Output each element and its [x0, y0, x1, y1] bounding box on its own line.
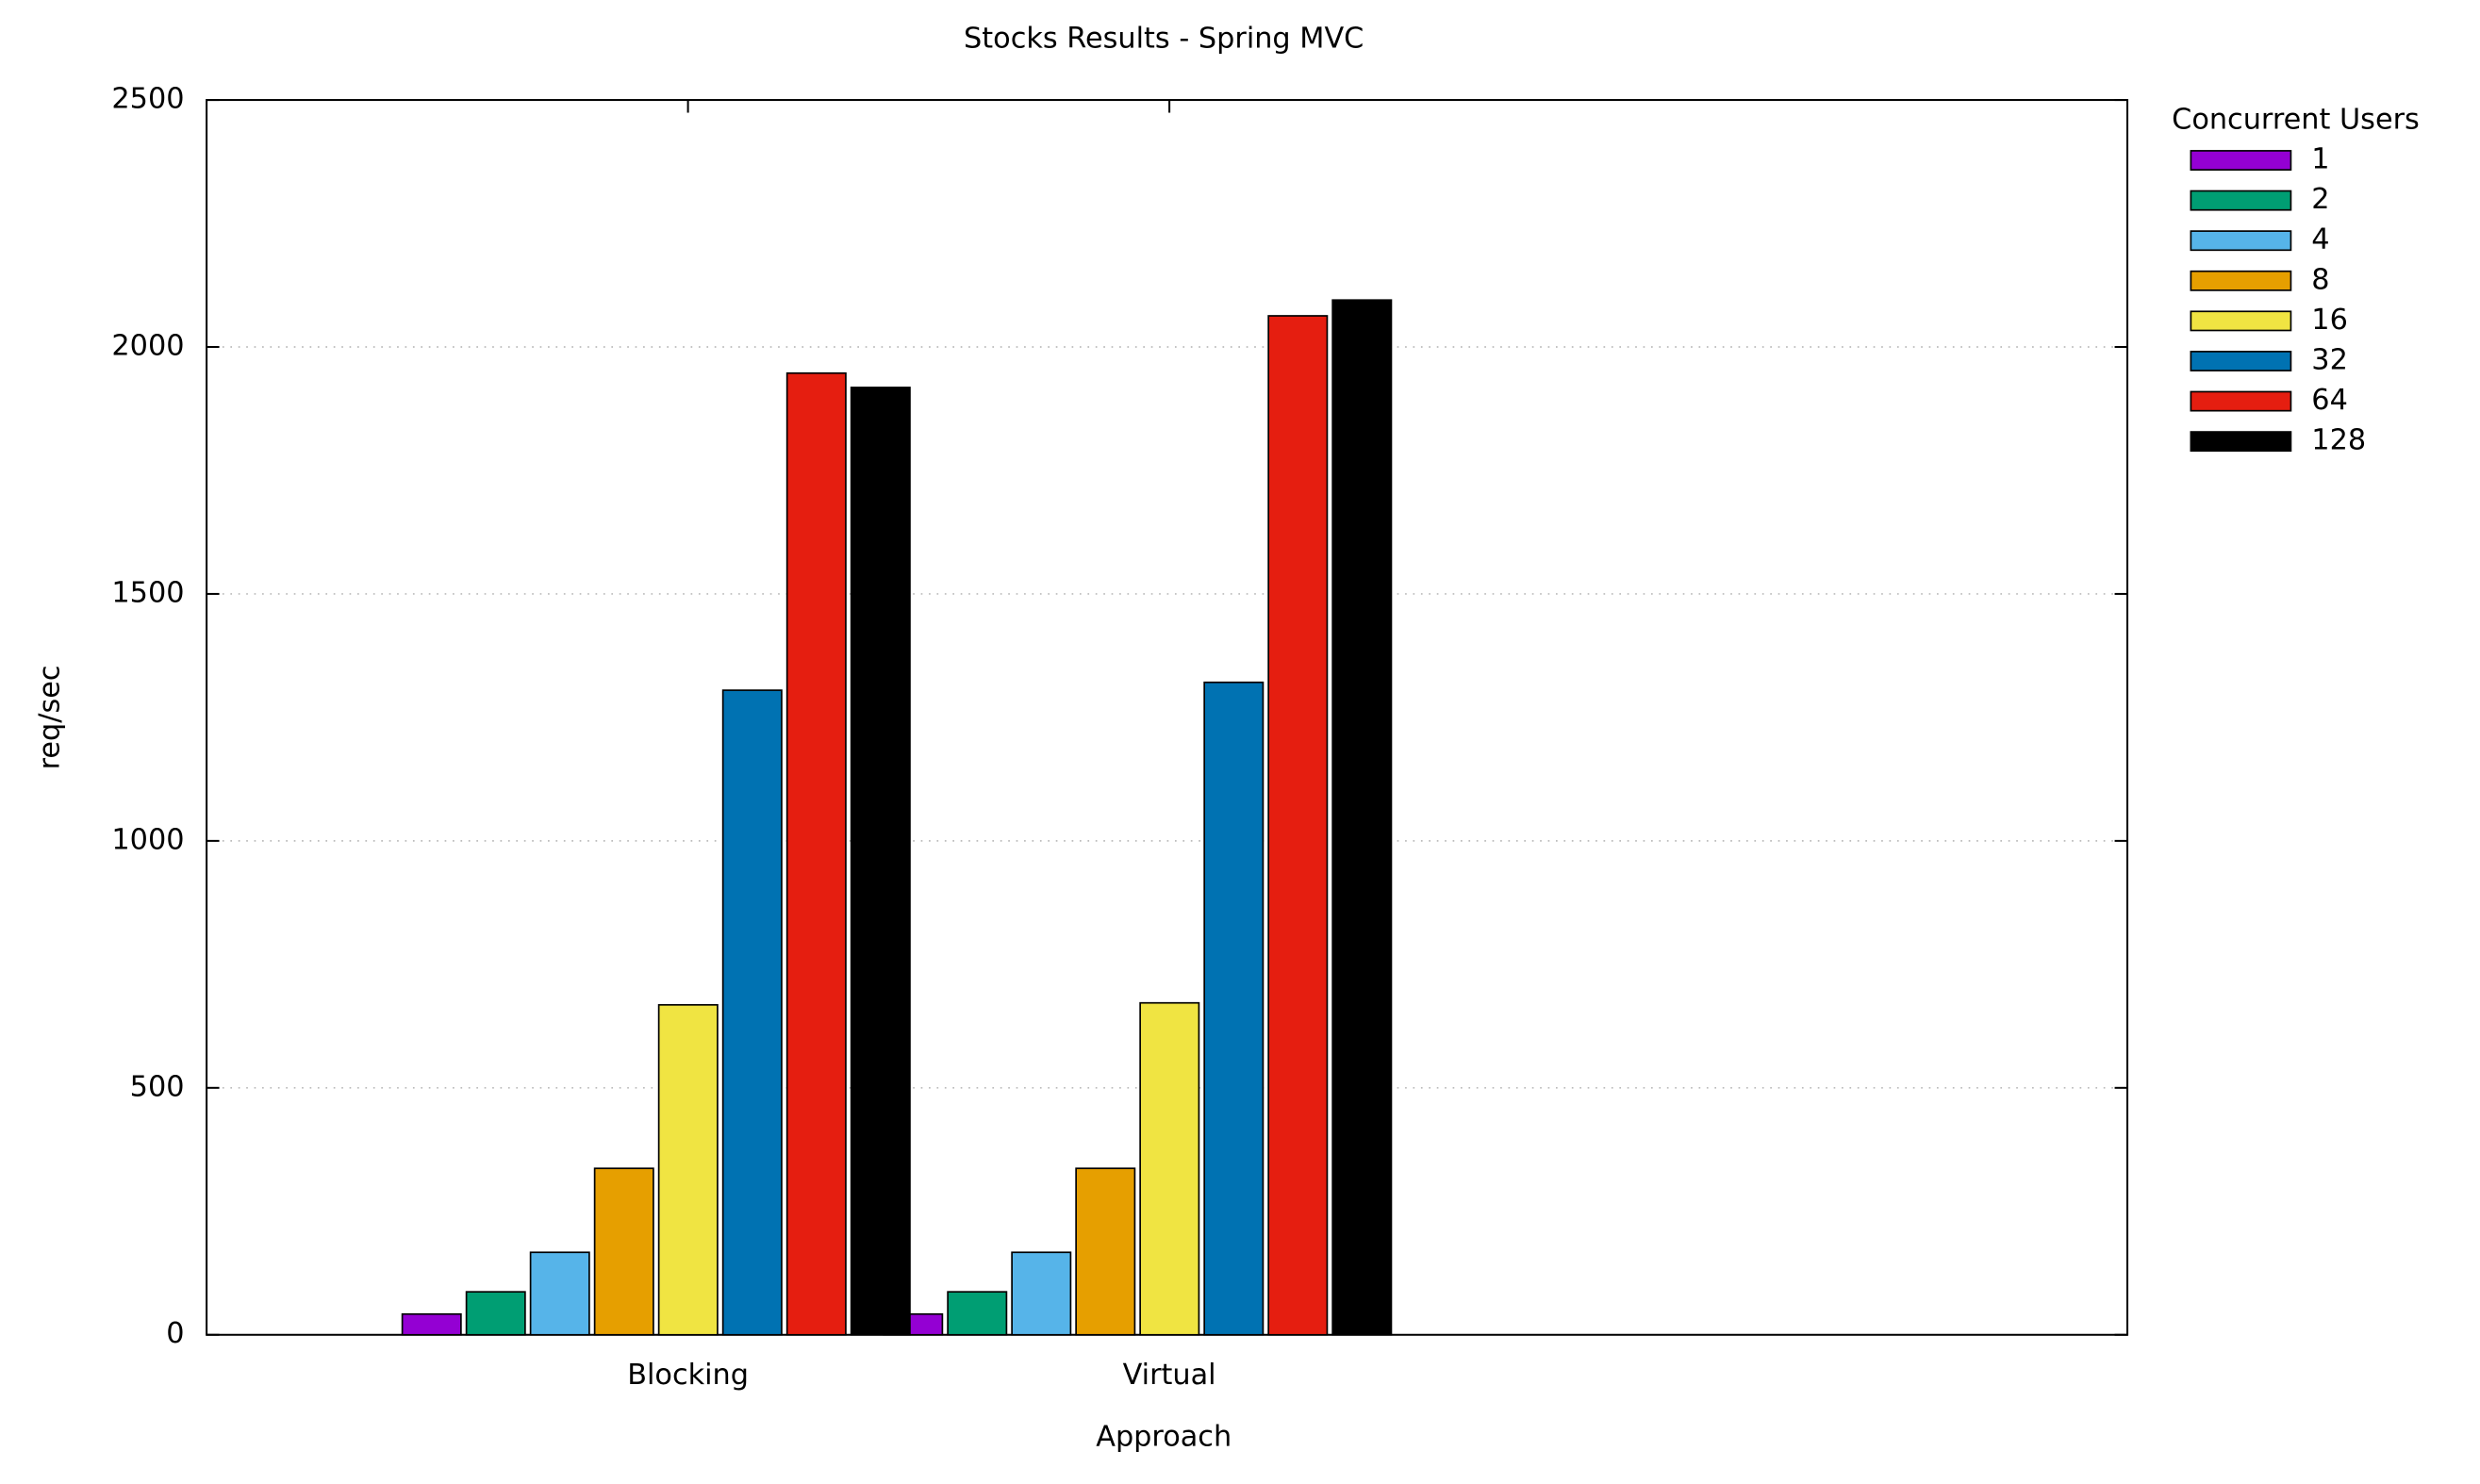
- legend-label: 1: [2311, 143, 2329, 176]
- bar: [1331, 299, 1393, 1336]
- y-tick-label: 2000: [111, 329, 184, 362]
- y-tick-label: 500: [130, 1070, 185, 1103]
- y-tick-label: 2500: [111, 83, 184, 116]
- x-axis-label: Approach: [1096, 1421, 1232, 1454]
- bar: [593, 1167, 654, 1336]
- legend-label: 32: [2311, 343, 2348, 376]
- x-tick-label: Blocking: [627, 1359, 749, 1392]
- bar: [1267, 315, 1329, 1336]
- legend-swatch: [2190, 390, 2292, 412]
- legend-swatch: [2190, 150, 2292, 171]
- legend-swatch: [2190, 230, 2292, 252]
- x-tick-label: Virtual: [1123, 1359, 1216, 1392]
- bar: [529, 1251, 590, 1336]
- legend-swatch: [2190, 310, 2292, 332]
- bar: [1203, 681, 1265, 1336]
- legend-label: 4: [2311, 223, 2329, 256]
- bar: [1011, 1251, 1072, 1336]
- legend-swatch: [2190, 270, 2292, 291]
- legend-label: 16: [2311, 304, 2348, 337]
- legend-title: Concurrent Users: [2172, 103, 2420, 136]
- bar: [785, 371, 847, 1336]
- bar: [721, 689, 783, 1336]
- y-tick-label: 1000: [111, 823, 184, 856]
- chart-title: Stocks Results - Spring MVC: [964, 23, 1364, 56]
- y-axis-label: req/sec: [34, 665, 67, 769]
- legend-swatch: [2190, 190, 2292, 211]
- legend-label: 8: [2311, 263, 2329, 296]
- bar: [850, 387, 911, 1336]
- legend-label: 64: [2311, 384, 2348, 417]
- legend-label: 128: [2311, 424, 2366, 457]
- legend-label: 2: [2311, 183, 2329, 216]
- bar: [465, 1291, 526, 1336]
- bar: [1139, 1001, 1200, 1336]
- y-tick-label: 1500: [111, 576, 184, 609]
- y-tick-label: 0: [166, 1317, 184, 1350]
- bar: [1075, 1167, 1136, 1336]
- bar: [657, 1003, 719, 1336]
- legend-swatch: [2190, 431, 2292, 453]
- bar: [401, 1312, 462, 1336]
- legend-swatch: [2190, 351, 2292, 371]
- bar: [947, 1291, 1008, 1336]
